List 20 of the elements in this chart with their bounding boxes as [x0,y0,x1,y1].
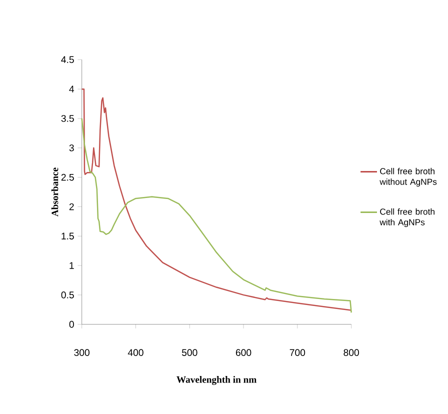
legend-label: Cell free broth without AgNPs [380,168,437,187]
y-tick-label: 3.5 [61,115,74,122]
y-tick-label: 4.5 [61,56,74,64]
x-tick-label: 400 [128,349,144,356]
y-tick-label: 2.5 [61,174,74,181]
y-tick-label: 4 [69,86,74,92]
y-tick-label: 0 [69,321,74,328]
y-tick-label: 3 [69,144,74,152]
x-tick-label: 800 [344,349,359,356]
legend-label: Cell free broth with AgNPs [380,208,434,228]
x-tick-label: 500 [182,349,198,356]
y-tick-label: 1.5 [62,232,74,240]
y-tick-label: 2 [69,203,74,210]
y-axis-title: Absorbance [51,168,58,217]
x-tick-label: 600 [236,349,252,356]
y-tick-label: 1 [70,262,74,269]
y-tick-label: 0.5 [61,292,74,298]
x-tick-label: 300 [74,349,90,356]
x-axis-title: Wavelenghth in nm [176,376,257,385]
x-tick-label: 700 [290,349,306,356]
